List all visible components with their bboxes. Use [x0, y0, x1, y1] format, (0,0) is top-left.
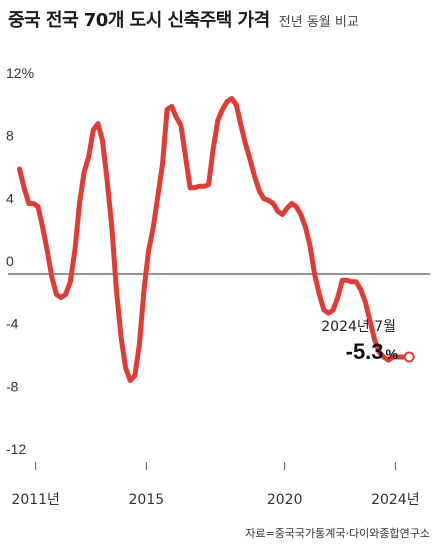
y-tick-label: 4 — [6, 190, 14, 206]
x-axis-ticks: 2011년 2015 2020 2024년 — [11, 462, 420, 508]
chart-title: 중국 전국 70개 도시 신축주택 가격 — [8, 10, 270, 31]
y-tick-label: 8 — [6, 128, 14, 144]
y-tick-label: -12 — [6, 441, 26, 457]
series-line — [17, 96, 412, 383]
title-row: 중국 전국 70개 도시 신축주택 가격 전년 동월 비교 — [8, 6, 359, 32]
annotation-unit: % — [386, 346, 399, 362]
x-tick-label: 2011년 — [11, 492, 60, 508]
annotation-value-label: -5.3% — [346, 339, 399, 364]
y-tick-label: 0 — [6, 253, 14, 269]
source-note: 자료=중국국가통계국·다이와종합연구소 — [245, 527, 430, 540]
series-group — [17, 96, 415, 383]
y-axis-ticks: 12% 8 4 0 -4 -8 -12 — [6, 65, 34, 457]
x-tick-label: 2024년 — [371, 492, 420, 508]
y-tick-label: 12% — [6, 65, 34, 81]
end-annotation: 2024년 7월 -5.3% — [321, 319, 398, 364]
y-tick-label: -4 — [6, 316, 19, 332]
endpoint-marker — [403, 351, 415, 363]
chart-subtitle: 전년 동월 비교 — [278, 15, 359, 30]
y-tick-label: -8 — [6, 378, 19, 394]
annotation-date-label: 2024년 7월 — [321, 319, 396, 335]
annotation-value: -5.3 — [346, 339, 384, 364]
x-tick-label: 2020 — [267, 492, 303, 508]
x-tick-label: 2015 — [129, 492, 165, 508]
